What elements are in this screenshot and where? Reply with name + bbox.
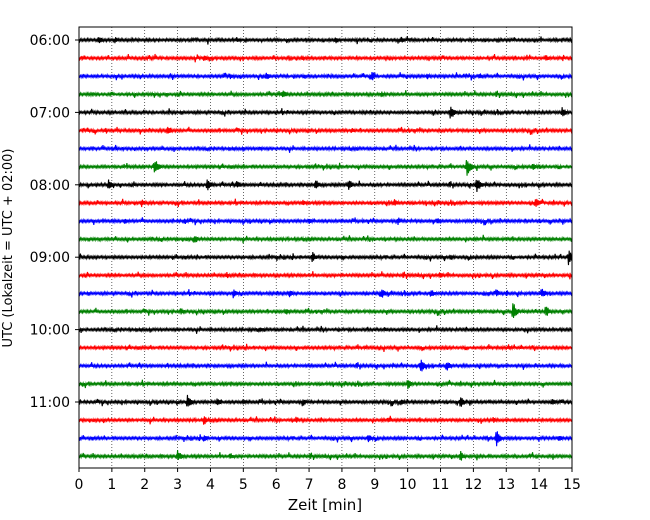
- trace-1130: [78, 431, 573, 447]
- trace-0615: [78, 53, 573, 63]
- x-tick-label: 1: [107, 477, 116, 493]
- y-tick-label: 09:00: [30, 250, 70, 266]
- x-axis-label: Zeit [min]: [288, 496, 362, 514]
- y-tick-label: 08:00: [30, 178, 70, 194]
- y-axis-label: UTC (Lokalzeit = UTC + 02:00): [1, 149, 16, 348]
- trace-1030: [78, 359, 573, 372]
- trace-1115: [78, 415, 573, 425]
- x-tick-label: 13: [497, 477, 515, 493]
- x-tick-label: 7: [305, 477, 314, 493]
- x-tick-label: 0: [75, 477, 84, 493]
- trace-0730: [78, 144, 573, 153]
- trace-1000: [78, 325, 573, 334]
- x-tick-label: 10: [399, 477, 417, 493]
- trace-1145: [78, 449, 573, 461]
- trace-0645: [78, 90, 573, 99]
- trace-0945: [78, 303, 573, 319]
- trace-0600: [78, 36, 573, 45]
- x-axis-ticks: 0 1 2 3 4 5 6 7 8 9 10 11 12 13 14 15: [75, 468, 581, 493]
- trace-0830: [78, 217, 573, 226]
- y-tick-label: 06:00: [30, 33, 70, 49]
- trace-0930: [78, 288, 573, 299]
- trace-0915: [78, 271, 573, 280]
- trace-1015: [78, 343, 573, 352]
- y-tick-label: 11:00: [30, 395, 70, 411]
- x-tick-label: 3: [173, 477, 182, 493]
- x-tick-label: 2: [140, 477, 149, 493]
- trace-0715: [78, 126, 573, 135]
- y-axis-ticks: 06:00 07:00 08:00 09:00 10:00 11:00: [30, 33, 79, 411]
- x-tick-label: 8: [337, 477, 346, 493]
- plot-frame: [78, 26, 573, 469]
- x-tick-label: 14: [530, 477, 548, 493]
- trace-0800: [78, 179, 573, 192]
- x-tick-label: 11: [432, 477, 450, 493]
- x-tick-label: 9: [370, 477, 379, 493]
- trace-0900: [78, 250, 573, 266]
- y-tick-label: 07:00: [30, 105, 70, 121]
- x-tick-label: 12: [464, 477, 482, 493]
- x-tick-label: 15: [563, 477, 581, 493]
- trace-0815: [78, 198, 573, 208]
- y-tick-label: 10:00: [30, 323, 70, 339]
- trace-0630: [78, 71, 573, 81]
- trace-0745: [78, 159, 573, 176]
- trace-1045: [78, 379, 573, 390]
- trace-1100: [78, 394, 573, 407]
- x-tick-label: 5: [239, 477, 248, 493]
- x-tick-label: 6: [272, 477, 281, 493]
- trace-0845: [78, 234, 573, 244]
- x-tick-label: 4: [206, 477, 215, 493]
- seismogram-traces: [78, 36, 573, 461]
- trace-0700: [78, 106, 573, 119]
